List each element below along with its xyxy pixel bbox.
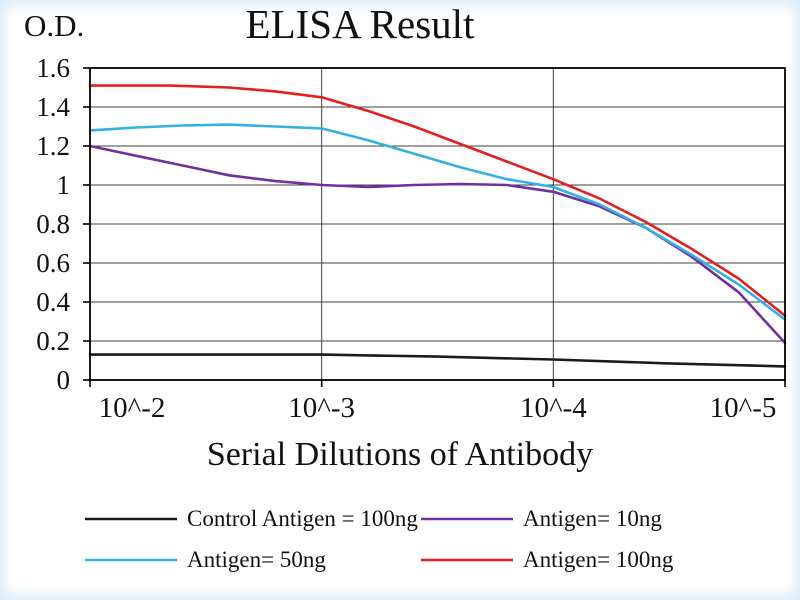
- y-tick-label: 0.4: [36, 287, 70, 317]
- y-tick-label: 0.8: [36, 209, 70, 239]
- y-tick-labels: 0 0.2 0.4 0.6 0.8 1 1.2 1.4 1.6: [14, 53, 80, 395]
- plot-svg: [83, 67, 787, 387]
- y-tick-label: 0: [56, 365, 71, 395]
- chart-title: ELISA Result: [245, 1, 475, 47]
- y-tick-label: 0.2: [36, 326, 70, 356]
- legend-label: Antigen= 10ng: [523, 506, 662, 531]
- legend-label: Antigen= 100ng: [523, 547, 674, 572]
- legend-line-swatch: [421, 517, 513, 521]
- y-tick-label: 0.6: [36, 248, 70, 278]
- legend-item: Antigen= 10ng: [421, 506, 757, 532]
- x-tick-label: 10^-4: [519, 392, 587, 424]
- legend-item: Antigen= 100ng: [421, 547, 757, 573]
- y-axis-unit-label: O.D.: [24, 8, 85, 43]
- legend-line-swatch: [85, 558, 177, 562]
- legend-label: Control Antigen = 100ng: [187, 506, 418, 531]
- y-tick-label: 1.2: [36, 131, 70, 161]
- legend-label: Antigen= 50ng: [187, 547, 326, 572]
- plot-area: [83, 67, 787, 387]
- x-tick-label: 10^-3: [288, 392, 356, 424]
- x-axis-title: Serial Dilutions of Antibody: [206, 436, 594, 473]
- x-tick-labels: 10^-2 10^-3 10^-4 10^-5: [90, 392, 785, 434]
- legend-line-swatch: [421, 558, 513, 562]
- y-tick-label: 1.6: [36, 53, 70, 83]
- x-tick-label: 10^-5: [709, 392, 777, 424]
- x-tick-label: 10^-2: [98, 392, 166, 424]
- y-tick-label: 1.4: [36, 92, 70, 122]
- legend-line-swatch: [85, 517, 177, 521]
- legend-item: Control Antigen = 100ng: [85, 506, 421, 532]
- legend: Control Antigen = 100ng Antigen= 10ng Anti…: [85, 506, 757, 573]
- legend-item: Antigen= 50ng: [85, 547, 421, 573]
- y-tick-label: 1: [56, 170, 71, 200]
